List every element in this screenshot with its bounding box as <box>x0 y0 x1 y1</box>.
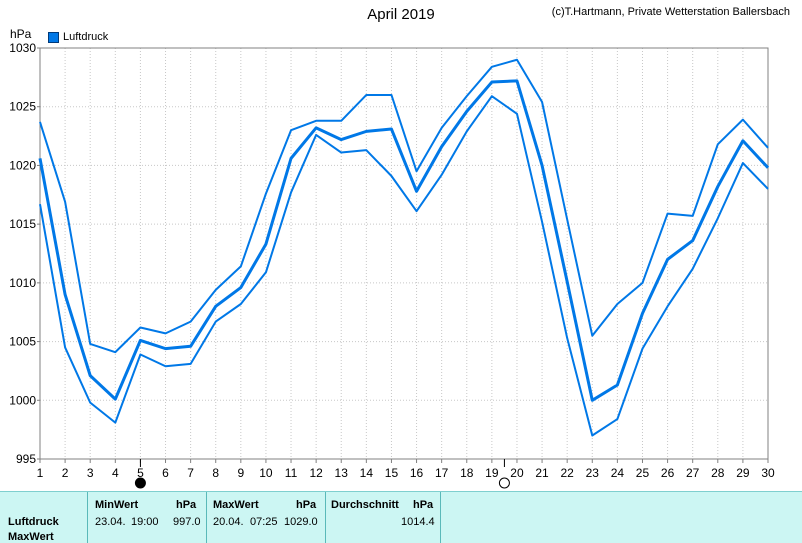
x-tick-label: 8 <box>212 466 219 480</box>
row-label-maxwert: MaxWert <box>8 531 54 543</box>
table-divider <box>206 492 207 543</box>
copyright-text: (c)T.Hartmann, Private Wetterstation Bal… <box>551 6 790 18</box>
y-tick-label: 1025 <box>9 100 36 114</box>
x-tick-label: 6 <box>162 466 169 480</box>
max-value: 1029.0 <box>284 516 318 528</box>
y-tick-label: 1030 <box>9 41 36 55</box>
y-tick-label: 1015 <box>9 217 36 231</box>
min-value: 997.0 <box>173 516 201 528</box>
x-tick-label: 29 <box>736 466 750 480</box>
min-date: 23.04. <box>95 516 126 528</box>
y-tick-label: 1000 <box>9 393 36 407</box>
chart-title: April 2019 <box>367 6 435 23</box>
x-tick-label: 28 <box>711 466 725 480</box>
avg-header: Durchschnitt <box>331 499 399 511</box>
y-tick-label: 1020 <box>9 158 36 172</box>
x-tick-label: 9 <box>237 466 244 480</box>
x-tick-label: 19 <box>485 466 499 480</box>
x-tick-label: 20 <box>510 466 524 480</box>
summary-table: MinWert hPa MaxWert hPa Durchschnitt hPa… <box>0 491 802 543</box>
x-tick-label: 27 <box>686 466 700 480</box>
row-label-luftdruck: Luftdruck <box>8 516 59 528</box>
x-tick-label: 25 <box>636 466 650 480</box>
x-tick-label: 7 <box>187 466 194 480</box>
y-tick-label: 995 <box>16 452 36 466</box>
x-tick-label: 30 <box>761 466 775 480</box>
chart-legend: Luftdruck <box>48 31 108 43</box>
x-tick-label: 22 <box>560 466 574 480</box>
legend-label: Luftdruck <box>63 31 109 43</box>
x-tick-label: 21 <box>535 466 549 480</box>
min-header: MinWert <box>95 499 139 511</box>
y-tick-label: 1010 <box>9 276 36 290</box>
x-tick-label: 13 <box>335 466 349 480</box>
y-tick-label: 1005 <box>9 335 36 349</box>
x-tick-label: 4 <box>112 466 119 480</box>
series-line-mean <box>38 79 770 402</box>
table-divider <box>440 492 441 543</box>
max-header: MaxWert <box>213 499 259 511</box>
table-divider <box>325 492 326 543</box>
x-tick-label: 24 <box>611 466 625 480</box>
x-tick-label: 18 <box>460 466 474 480</box>
min-unit: hPa <box>176 499 197 511</box>
x-tick-label: 15 <box>385 466 399 480</box>
max-time: 07:25 <box>250 516 278 528</box>
x-tick-label: 17 <box>435 466 449 480</box>
max-date: 20.04. <box>213 516 244 528</box>
series-line-min <box>39 95 769 437</box>
x-tick-label: 3 <box>87 466 94 480</box>
avg-value: 1014.4 <box>401 516 435 528</box>
x-tick-label: 16 <box>410 466 424 480</box>
x-tick-label: 2 <box>62 466 69 480</box>
full-moon-marker <box>498 477 510 489</box>
min-time: 19:00 <box>131 516 159 528</box>
x-tick-label: 5 <box>137 466 144 480</box>
table-divider <box>87 492 88 543</box>
x-tick-label: 23 <box>586 466 600 480</box>
x-tick-label: 14 <box>360 466 374 480</box>
x-tick-label: 1 <box>37 466 44 480</box>
avg-unit: hPa <box>413 499 434 511</box>
y-axis-unit: hPa <box>10 27 32 41</box>
x-tick-label: 26 <box>661 466 675 480</box>
new-moon-marker <box>134 477 146 489</box>
legend-swatch <box>48 31 59 43</box>
plot-frame <box>39 47 769 460</box>
max-unit: hPa <box>296 499 317 511</box>
x-tick-label: 10 <box>259 466 273 480</box>
x-tick-label: 11 <box>285 466 298 480</box>
series-line-max <box>39 58 769 354</box>
x-tick-label: 12 <box>309 466 323 480</box>
